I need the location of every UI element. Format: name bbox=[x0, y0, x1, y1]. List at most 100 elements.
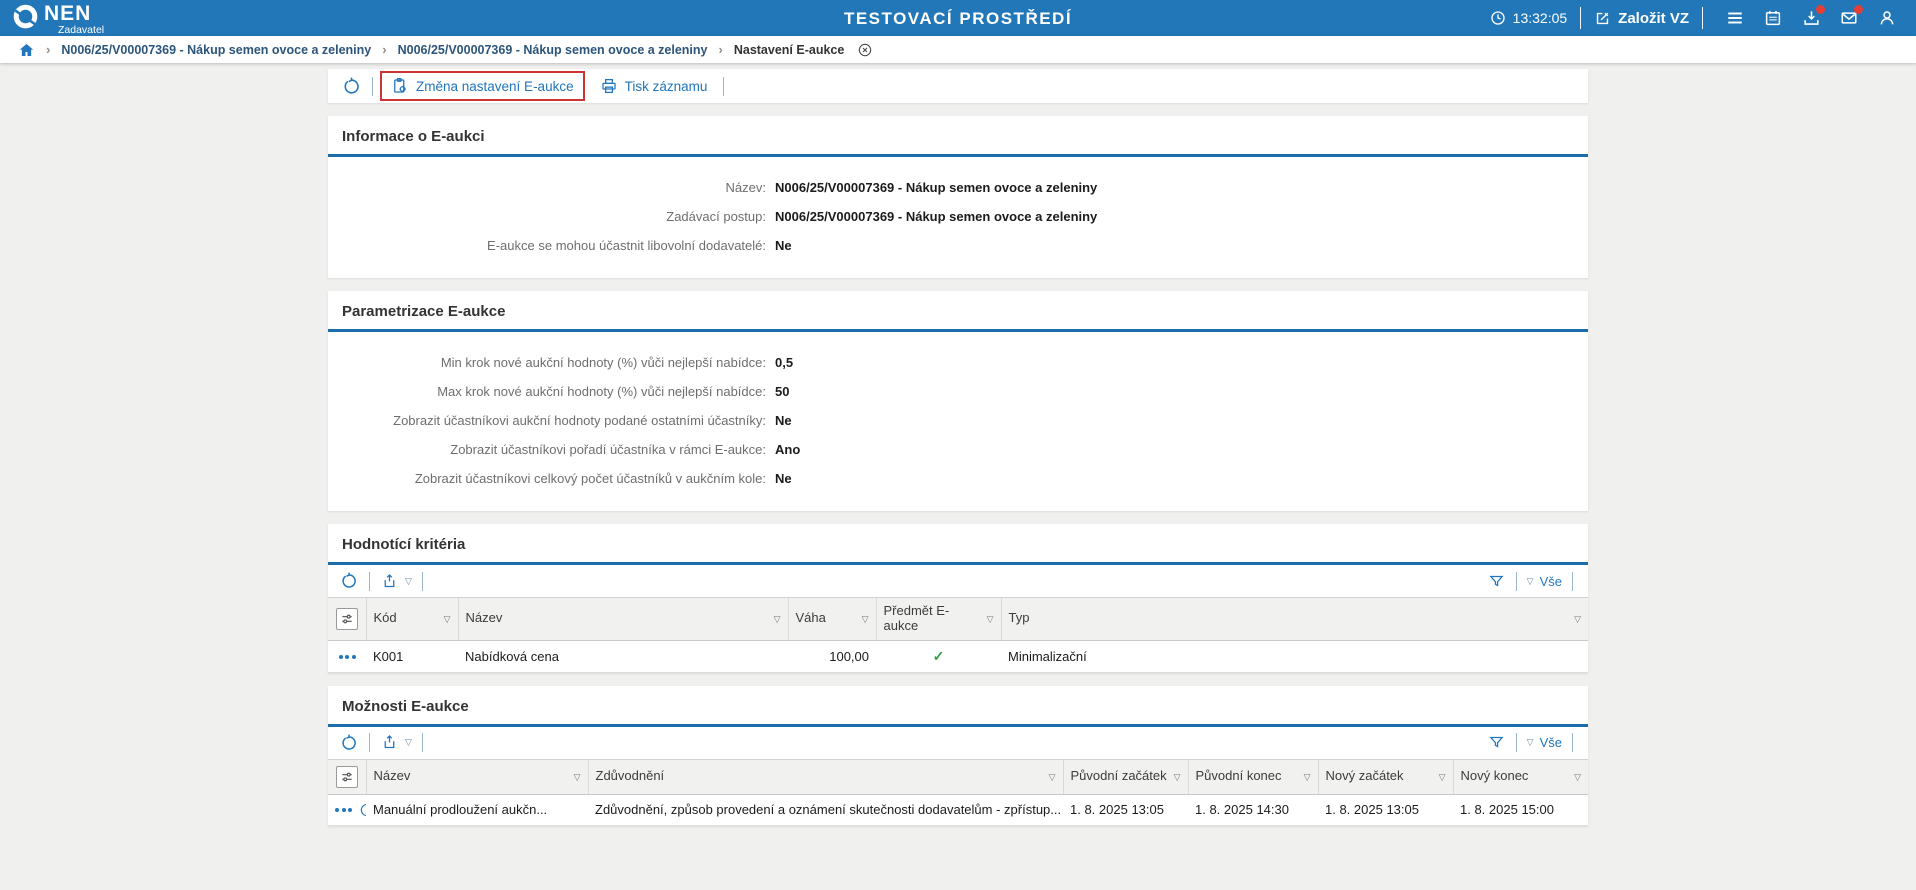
column-filter-icon[interactable]: ▽ bbox=[443, 613, 451, 624]
column-filter-icon[interactable]: ▽ bbox=[773, 613, 781, 624]
field-value: N006/25/V00007369 - Nákup semen ovoce a … bbox=[775, 209, 1098, 224]
table-row[interactable]: K001 Nabídková cena 100,00 ✓ Minimalizač… bbox=[328, 640, 1588, 673]
row-menu-icon[interactable] bbox=[335, 807, 352, 812]
change-eauction-settings-button[interactable]: Změna nastavení E-aukce bbox=[380, 71, 585, 101]
criteria-section: Hodnotící kritéria ▽ bbox=[328, 524, 1588, 673]
chevron-right-icon: › bbox=[718, 42, 723, 57]
server-time: 13:32:05 bbox=[1490, 10, 1567, 26]
cell-nazev: Manuální prodloužení aukčn... bbox=[366, 794, 588, 826]
breadcrumb-item-2[interactable]: N006/25/V00007369 - Nákup semen ovoce a … bbox=[397, 42, 708, 57]
menu-button[interactable] bbox=[1716, 9, 1754, 27]
filter-preset-dropdown-icon[interactable]: ▽ bbox=[1526, 575, 1534, 586]
user-icon bbox=[1878, 9, 1896, 27]
filter-button[interactable] bbox=[1484, 734, 1509, 751]
messages-button[interactable] bbox=[1830, 5, 1868, 27]
field-label: Název: bbox=[725, 180, 766, 195]
filter-all-link[interactable]: Vše bbox=[1539, 573, 1562, 589]
toolbar-separator bbox=[1515, 571, 1517, 591]
export-button[interactable] bbox=[377, 573, 402, 590]
info-section: Informace o E-aukci Název: N006/25/V0000… bbox=[328, 116, 1588, 278]
column-filter-icon[interactable]: ▽ bbox=[1173, 771, 1181, 782]
column-filter-icon[interactable]: ▽ bbox=[1048, 771, 1056, 782]
column-header-novy-konec: Nový konec bbox=[1460, 768, 1529, 784]
toolbar-separator bbox=[369, 571, 370, 591]
cell-vaha: 100,00 bbox=[788, 640, 876, 673]
column-filter-icon[interactable]: ▽ bbox=[861, 613, 869, 624]
brand-subtitle: Zadavatel bbox=[58, 24, 105, 37]
export-icon bbox=[381, 573, 398, 590]
criteria-section-title: Hodnotící kritéria bbox=[328, 524, 1588, 565]
field-nazev: Název: N006/25/V00007369 - Nákup semen o… bbox=[328, 173, 1588, 202]
edit-icon bbox=[1594, 10, 1611, 27]
create-vz-button[interactable]: Založit VZ bbox=[1594, 10, 1689, 27]
column-filter-icon[interactable]: ▽ bbox=[1303, 771, 1311, 782]
export-button[interactable] bbox=[377, 734, 402, 751]
field-min-krok: Min krok nové aukční hodnoty (%) vůči ne… bbox=[328, 348, 1588, 377]
nen-logo-icon bbox=[12, 3, 39, 30]
column-settings-icon[interactable] bbox=[335, 765, 358, 788]
field-value: Ne bbox=[775, 238, 792, 253]
column-header-puvodni-zacatek: Původní začátek bbox=[1070, 768, 1167, 784]
print-record-button[interactable]: Tisk záznamu bbox=[591, 73, 717, 99]
cell-puvodni-zacatek: 1. 8. 2025 13:05 bbox=[1063, 794, 1188, 826]
field-value: N006/25/V00007369 - Nákup semen ovoce a … bbox=[775, 180, 1098, 195]
column-settings-icon[interactable] bbox=[335, 607, 358, 630]
row-menu-icon[interactable] bbox=[338, 655, 356, 660]
home-icon[interactable] bbox=[18, 42, 35, 58]
field-zobrazit-poradi: Zobrazit účastníkovi pořadí účastníka v … bbox=[328, 435, 1588, 464]
column-filter-icon[interactable]: ▽ bbox=[986, 613, 994, 624]
field-libovolni-dodavatele: E-aukce se mohou účastnit libovolní doda… bbox=[328, 231, 1588, 260]
toolbar-separator bbox=[723, 76, 725, 96]
options-grid-toolbar: ▽ ▽ Vše bbox=[328, 727, 1588, 759]
filter-all-link[interactable]: Vše bbox=[1539, 735, 1562, 751]
column-filter-icon[interactable]: ▽ bbox=[1438, 771, 1446, 782]
messages-notification-badge bbox=[1854, 5, 1863, 14]
calendar-button[interactable] bbox=[1754, 9, 1792, 27]
toolbar-separator bbox=[421, 733, 423, 753]
refresh-button[interactable] bbox=[336, 734, 362, 752]
param-section: Parametrizace E-aukce Min krok nové aukč… bbox=[328, 291, 1588, 511]
column-filter-icon[interactable]: ▽ bbox=[1574, 771, 1581, 782]
info-icon[interactable] bbox=[359, 802, 366, 818]
field-value: 0,5 bbox=[775, 355, 794, 370]
top-header-bar: NEN Zadavatel TESTOVACÍ PROSTŘEDÍ 13:32:… bbox=[0, 0, 1916, 36]
export-icon bbox=[381, 734, 398, 751]
param-section-title: Parametrizace E-aukce bbox=[328, 291, 1588, 332]
field-value: Ne bbox=[775, 471, 792, 486]
nen-logo[interactable]: NEN Zadavatel bbox=[0, 0, 104, 36]
export-dropdown-icon[interactable]: ▽ bbox=[405, 737, 412, 748]
field-value: Ano bbox=[775, 442, 801, 457]
export-dropdown-icon[interactable]: ▽ bbox=[405, 575, 412, 586]
column-header-nazev: Název bbox=[373, 768, 411, 784]
header-separator bbox=[1580, 7, 1582, 29]
funnel-icon bbox=[1488, 573, 1505, 590]
breadcrumb-item-1[interactable]: N006/25/V00007369 - Nákup semen ovoce a … bbox=[61, 42, 372, 57]
field-value: Ne bbox=[775, 413, 792, 428]
filter-preset-dropdown-icon[interactable]: ▽ bbox=[1526, 737, 1534, 748]
options-section: Možnosti E-aukce ▽ bbox=[328, 685, 1588, 826]
close-tab-icon[interactable] bbox=[857, 42, 873, 58]
column-filter-icon[interactable]: ▽ bbox=[1574, 613, 1581, 624]
table-row[interactable]: Manuální prodloužení aukčn... Zdůvodnění… bbox=[328, 794, 1588, 826]
header-separator bbox=[1702, 7, 1703, 29]
column-header-novy-zacatek: Nový začátek bbox=[1325, 768, 1404, 784]
printer-icon bbox=[600, 77, 618, 95]
chevron-right-icon: › bbox=[46, 42, 51, 57]
field-value: 50 bbox=[775, 384, 790, 399]
brand-name: NEN bbox=[44, 2, 92, 26]
refresh-button[interactable] bbox=[338, 77, 365, 96]
hamburger-icon bbox=[1725, 9, 1745, 27]
column-header-nazev: Název bbox=[465, 610, 503, 626]
column-header-kod: Kód bbox=[373, 610, 397, 626]
column-filter-icon[interactable]: ▽ bbox=[573, 771, 581, 782]
refresh-button[interactable] bbox=[336, 572, 362, 590]
field-zobrazit-hodnoty: Zobrazit účastníkovi aukční hodnoty poda… bbox=[328, 406, 1588, 435]
calendar-icon bbox=[1764, 9, 1782, 27]
inbox-download-icon bbox=[1802, 9, 1821, 28]
profile-button[interactable] bbox=[1868, 9, 1906, 27]
inbox-button[interactable] bbox=[1792, 4, 1830, 28]
chevron-right-icon: › bbox=[382, 42, 387, 57]
filter-button[interactable] bbox=[1484, 573, 1509, 590]
options-section-title: Možnosti E-aukce bbox=[328, 686, 1588, 727]
toolbar-separator bbox=[1572, 571, 1573, 591]
